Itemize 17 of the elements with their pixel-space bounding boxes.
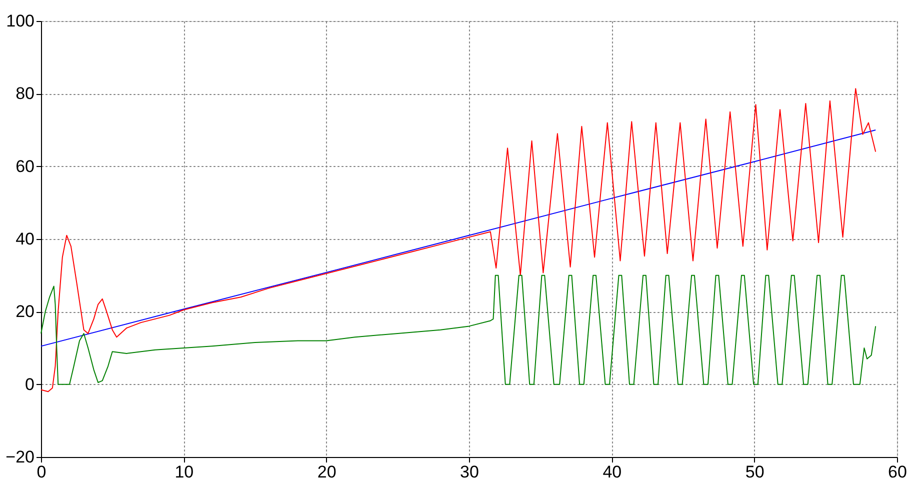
y-tick-label: 60 [16,156,34,176]
line-series [40,274,876,385]
x-tick-label: 0 [36,462,46,482]
y-tick-label: 80 [16,84,34,104]
x-tick-label: 10 [174,462,194,482]
x-tick-label: 40 [602,462,622,482]
y-tick-label: 40 [16,230,34,248]
y-tick-label: −20 [6,448,34,466]
y-tick-label: 20 [16,302,34,322]
x-tick-label: 20 [317,462,336,482]
line-series [40,88,876,392]
x-tick-label: 30 [460,462,479,482]
x-tick-label: 50 [745,462,764,482]
y-tick-label: 0 [25,374,34,394]
x-tick-label: 60 [888,462,907,482]
y-tick-label: 100 [6,12,34,30]
line-series [40,130,876,347]
